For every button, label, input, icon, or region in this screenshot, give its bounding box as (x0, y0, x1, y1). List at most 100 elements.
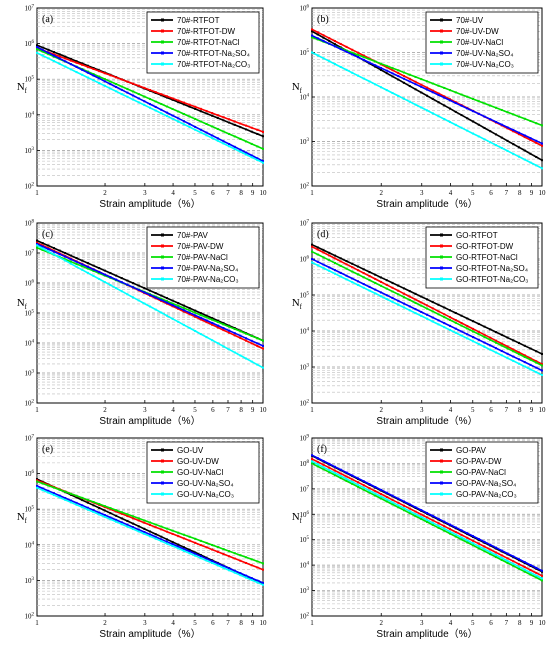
data-point (466, 95, 469, 98)
data-point (69, 57, 72, 60)
data-point (216, 137, 219, 140)
data-point (368, 275, 371, 278)
data-point (483, 333, 486, 336)
data-point (160, 93, 163, 96)
x-tick-label: 1 (310, 189, 314, 197)
data-point (380, 68, 382, 71)
data-point (75, 496, 78, 499)
data-point (154, 535, 157, 538)
data-point (137, 284, 140, 287)
data-point (132, 286, 135, 289)
data-point (98, 77, 101, 80)
y-tick-label: 104 (25, 541, 35, 549)
data-point (137, 525, 140, 528)
x-tick-label: 9 (530, 406, 534, 414)
data-point (36, 480, 38, 483)
y-tick-label: 105 (25, 506, 35, 514)
data-point (143, 100, 146, 103)
data-point (171, 299, 174, 302)
data-point (92, 74, 95, 77)
data-point (75, 71, 78, 74)
data-point (245, 556, 248, 559)
data-point (188, 313, 191, 316)
data-point (52, 51, 55, 54)
data-point (216, 550, 219, 553)
data-point (512, 130, 515, 133)
data-point (216, 114, 219, 117)
data-point (495, 339, 497, 342)
legend-marker (161, 62, 164, 66)
data-point (211, 323, 214, 326)
data-point (98, 513, 101, 516)
data-point (322, 263, 325, 266)
data-point (132, 515, 135, 518)
data-point (109, 83, 112, 86)
data-point (137, 517, 140, 520)
data-point (535, 164, 538, 167)
data-point (194, 537, 197, 540)
data-point (408, 100, 411, 103)
data-point (385, 283, 388, 286)
data-point (222, 564, 225, 567)
x-tick-label: 5 (471, 406, 475, 414)
data-point (165, 105, 168, 108)
data-point (245, 128, 248, 131)
data-point (437, 517, 440, 520)
data-point (351, 277, 354, 280)
data-point (69, 254, 72, 257)
data-point (216, 342, 219, 345)
data-point (535, 571, 538, 574)
data-point (199, 120, 202, 123)
data-point (194, 315, 197, 318)
data-point (334, 45, 336, 48)
data-point (362, 480, 365, 483)
data-point (115, 83, 118, 86)
data-point (408, 73, 411, 76)
data-point (541, 579, 543, 582)
data-point (154, 105, 157, 108)
x-tick-label: 10 (260, 619, 268, 627)
data-point (256, 560, 259, 563)
x-tick-label: 3 (143, 406, 147, 414)
data-point (397, 75, 400, 78)
data-point (518, 353, 520, 356)
data-point (256, 128, 259, 131)
legend-marker (440, 244, 443, 248)
x-axis-label: Strain amplitude（%） (376, 628, 477, 640)
data-point (483, 115, 486, 118)
legend-label: GO-UV (177, 446, 204, 455)
data-point (460, 324, 463, 327)
data-point (397, 504, 400, 507)
data-point (351, 478, 354, 481)
data-point (69, 63, 72, 66)
data-point (182, 112, 185, 115)
legend-label: GO-RTFOT-NaCl (456, 253, 518, 262)
data-point (228, 569, 231, 572)
data-point (460, 104, 463, 107)
data-point (385, 491, 388, 494)
legend-marker (161, 233, 164, 237)
data-point (529, 358, 532, 361)
data-point (81, 62, 84, 65)
data-point (143, 287, 146, 290)
data-point (518, 563, 520, 566)
data-point (483, 102, 486, 105)
data-point (149, 523, 151, 526)
data-point (477, 333, 480, 336)
data-point (256, 566, 259, 569)
data-point (109, 507, 112, 510)
data-point (328, 37, 331, 40)
x-tick-label: 6 (211, 406, 215, 414)
data-point (529, 368, 532, 371)
data-point (500, 147, 503, 150)
data-point (374, 65, 377, 68)
data-point (523, 355, 526, 358)
data-point (182, 323, 185, 326)
data-point (120, 93, 123, 96)
data-point (64, 65, 67, 68)
data-point (443, 306, 446, 309)
data-point (403, 74, 405, 77)
data-point (489, 338, 492, 341)
data-point (357, 53, 359, 56)
